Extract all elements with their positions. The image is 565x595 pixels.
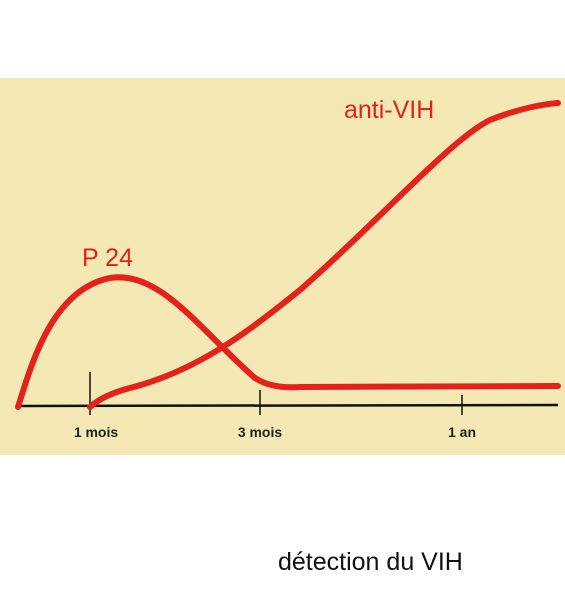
caption: détection du VIH [278, 548, 463, 576]
tick-label: 1 mois [74, 424, 119, 440]
panel [0, 78, 565, 455]
p24-label: P 24 [82, 244, 133, 272]
p24-curve [15, 274, 561, 410]
tick-label: 1 an [448, 424, 476, 440]
anti-vih-curve [87, 100, 561, 410]
time-axis [17, 403, 559, 408]
anti-vih-label: anti-VIH [344, 96, 434, 124]
tick-label: 3 mois [238, 424, 283, 440]
